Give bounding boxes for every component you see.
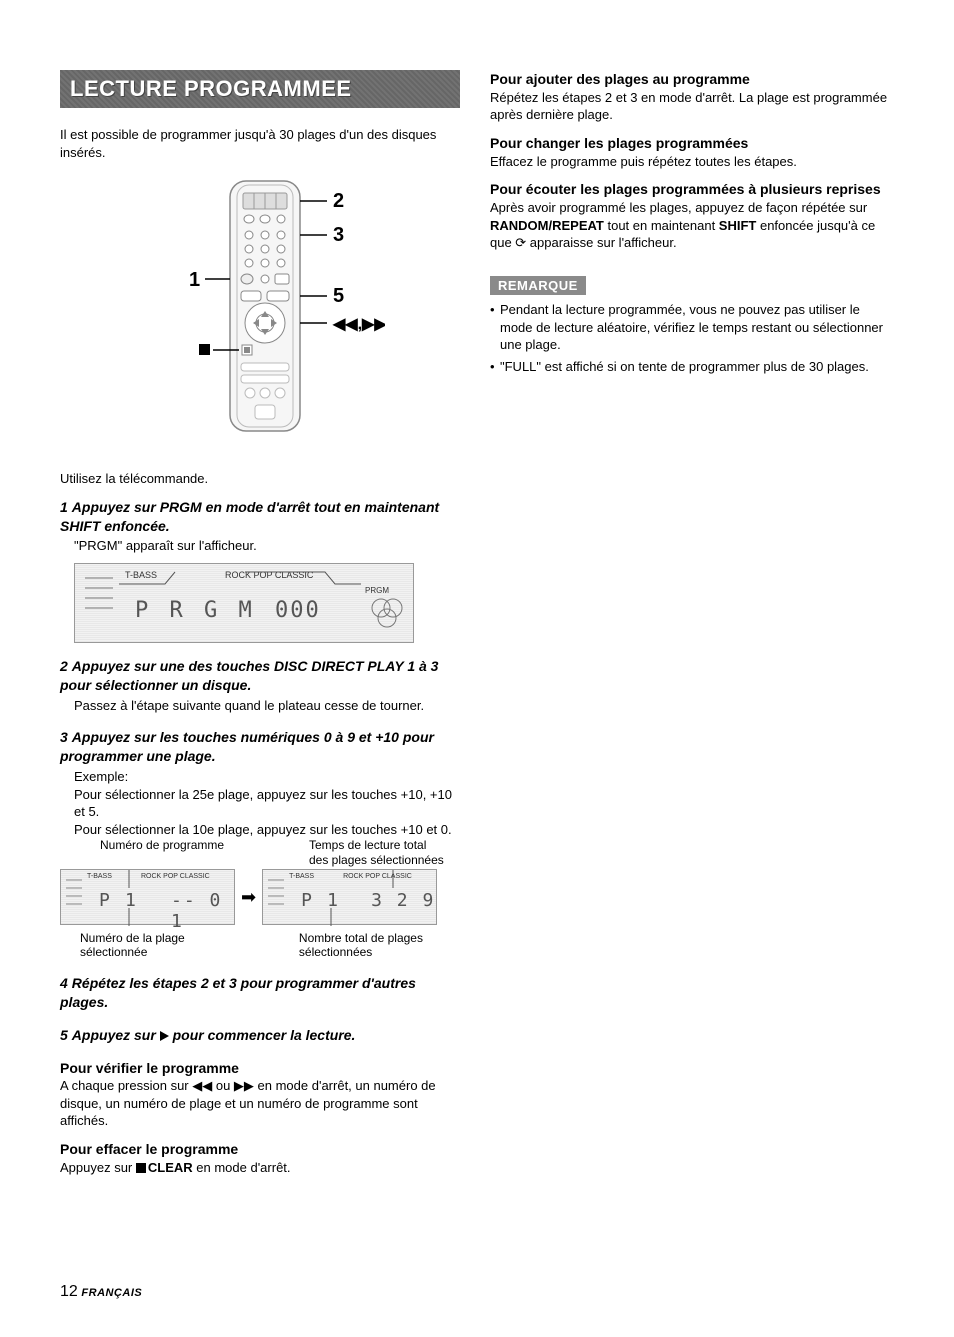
play-icon [160, 1031, 169, 1041]
caption-total-tracks: Nombre total de plages sélectionnées [289, 931, 460, 960]
callout-rewff: ◀◀,▶▶ [332, 316, 385, 333]
step-number: 1 [60, 499, 68, 515]
note-item: Pendant la lecture programmée, vous ne p… [490, 301, 894, 354]
change-body: Effacez le programme puis répétez toutes… [490, 153, 894, 171]
step-heading: Appuyez sur PRGM en mode d'arrêt tout en… [60, 499, 439, 534]
step-3: 3Appuyez sur les touches numériques 0 à … [60, 728, 460, 960]
step-heading: Appuyez sur une des touches DISC DIRECT … [60, 658, 438, 693]
step-heading-pre: Appuyez sur [72, 1027, 160, 1043]
erase-head: Pour effacer le programme [60, 1140, 460, 1159]
step-body: "PRGM" apparaît sur l'afficheur. [74, 537, 460, 555]
step-1: 1Appuyez sur PRGM en mode d'arrêt tout e… [60, 498, 460, 643]
display-figure-prgm: T-BASS ROCK POP CLASSIC PRGM P R G M 000 [74, 563, 414, 643]
stop-icon [136, 1163, 146, 1173]
step-number: 4 [60, 975, 68, 991]
add-body: Répétez les étapes 2 et 3 en mode d'arrê… [490, 89, 894, 124]
caption-prog-num: Numéro de programme [60, 838, 235, 867]
step-4: 4Répétez les étapes 2 et 3 pour programm… [60, 974, 460, 1012]
step-2: 2Appuyez sur une des touches DISC DIRECT… [60, 657, 460, 714]
remarque-label: REMARQUE [490, 276, 586, 295]
step-heading: Appuyez sur les touches numériques 0 à 9… [60, 729, 434, 764]
step-heading-post: pour commencer la lecture. [169, 1027, 356, 1043]
repeat-head: Pour écouter les plages programmées à pl… [490, 180, 894, 199]
page-number: 12 [60, 1283, 78, 1300]
notes-list: Pendant la lecture programmée, vous ne p… [490, 301, 894, 375]
step-number: 2 [60, 658, 68, 674]
page-footer: 12 FRANÇAIS [60, 1283, 142, 1301]
callout-3: 3 [333, 224, 344, 246]
repeat-body: Après avoir programmé les plages, appuye… [490, 199, 894, 252]
step-number: 3 [60, 729, 68, 745]
remote-figure: 2 3 5 ◀◀,▶▶ 1 [60, 171, 460, 456]
display-mini-right: T-BASS ROCK POP CLASSIC P 1 3 2 9 [262, 869, 437, 925]
callout-2: 2 [333, 190, 344, 212]
note-item: "FULL" est affiché si on tente de progra… [490, 358, 894, 376]
step-body: Passez à l'étape suivante quand le plate… [74, 697, 460, 715]
use-remote-text: Utilisez la télécommande. [60, 470, 460, 488]
step-5: 5Appuyez sur pour commencer la lecture. [60, 1026, 460, 1045]
callout-stop [199, 344, 210, 355]
arrow-icon: ➡ [241, 887, 256, 908]
callout-5: 5 [333, 285, 344, 307]
remote-illustration: 2 3 5 ◀◀,▶▶ 1 [135, 171, 385, 451]
display-mini-left: T-BASS ROCK POP CLASSIC P 1 -- 0 1 [60, 869, 235, 925]
erase-body: Appuyez sur CLEAR en mode d'arrêt. [60, 1159, 460, 1177]
caption-track-num: Numéro de la plage sélectionnée [60, 931, 231, 960]
callout-1: 1 [189, 269, 200, 291]
display-figure-dual: T-BASS ROCK POP CLASSIC P 1 -- 0 1 ➡ T-B… [60, 869, 460, 925]
add-head: Pour ajouter des plages au programme [490, 70, 894, 89]
footer-lang: FRANÇAIS [81, 1287, 142, 1299]
step-number: 5 [60, 1027, 68, 1043]
caption-total-time: Temps de lecture total des plages sélect… [269, 838, 444, 867]
intro-text: Il est possible de programmer jusqu'à 30… [60, 126, 460, 161]
step-body: Exemple: Pour sélectionner la 25e plage,… [74, 768, 460, 838]
step-heading: Répétez les étapes 2 et 3 pour programme… [60, 975, 416, 1010]
verify-body: A chaque pression sur ◀◀ ou ▶▶ en mode d… [60, 1077, 460, 1130]
section-title: LECTURE PROGRAMMEE [60, 70, 460, 108]
change-head: Pour changer les plages programmées [490, 134, 894, 153]
verify-head: Pour vérifier le programme [60, 1059, 460, 1078]
